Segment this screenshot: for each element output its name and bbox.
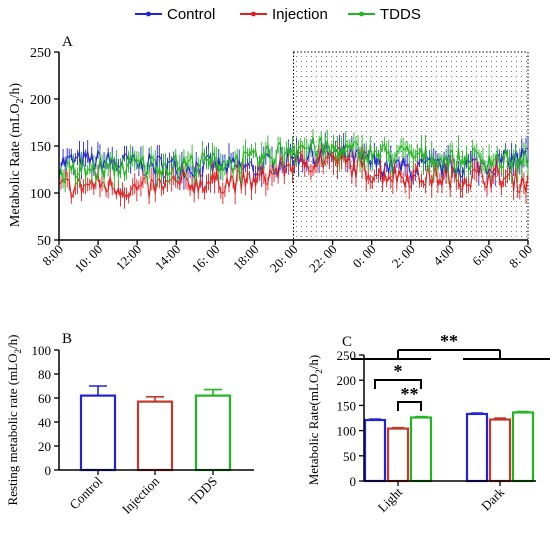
bar-tdds-dark	[511, 411, 535, 483]
y-tick-label: 50	[343, 449, 356, 464]
legend-injection-marker	[251, 11, 256, 17]
panel-a-series	[58, 128, 529, 209]
legend-item-tdds: TDDS	[348, 6, 421, 23]
panel-c-y-axis-label: Metabolic Rate(mLO2/h)	[306, 355, 324, 486]
bar-control-light	[363, 418, 387, 483]
x-tick-label: 8: 00	[506, 242, 535, 271]
significance-light-vs-dark: **	[440, 331, 458, 351]
x-tick-label: 22: 00	[306, 242, 340, 276]
bar-injection	[136, 400, 174, 472]
legend-control-marker	[146, 11, 151, 17]
panel-c-significance: *****	[351, 331, 550, 411]
significance-injection-vs-tdds: **	[401, 384, 419, 404]
y-tick-label: 0	[45, 463, 52, 478]
panel-a-letter: A	[62, 34, 73, 50]
legend-tdds-marker	[359, 11, 364, 17]
panel-c-bars	[363, 410, 535, 483]
series-tdds-line	[58, 136, 529, 184]
x-tick-label: 6:00	[469, 242, 496, 269]
x-tick-label: 12:00	[113, 242, 145, 274]
bar-tdds-light	[409, 416, 433, 483]
bar-injection-light	[386, 427, 410, 483]
x-tick-label: 2: 00	[389, 242, 418, 271]
y-tick-label: 200	[337, 373, 357, 388]
x-tick-label: 14:00	[152, 242, 184, 274]
series-injection-line	[58, 150, 529, 200]
legend-control-label: Control	[167, 6, 215, 23]
panel-b-axes: 0 20 40 60 80 100 Control Injection TDDS	[32, 343, 254, 517]
legend-tdds-label: TDDS	[380, 6, 421, 23]
y-tick-label: 150	[30, 140, 51, 155]
x-tick-label: Injection	[119, 473, 163, 517]
x-tick-label: 0: 00	[350, 242, 379, 271]
x-tick-label: Control	[66, 473, 105, 512]
y-tick-label: 100	[30, 187, 51, 202]
y-tick-label: 150	[337, 398, 357, 413]
y-tick-label: 250	[337, 348, 357, 363]
legend-item-injection: Injection	[240, 6, 328, 23]
y-tick-label: 20	[38, 439, 51, 454]
legend-injection-label: Injection	[272, 6, 328, 23]
panel-b-letter: B	[62, 331, 72, 347]
panel-c-axes: 0 50 100 150 200 250 Light Dark	[337, 348, 536, 515]
panel-b-y-axis-label: Resting metabolic rate (mLO2/h)	[5, 335, 23, 506]
y-tick-label: 60	[38, 391, 51, 406]
y-tick-label: 250	[30, 46, 51, 61]
panel-b-bars	[79, 385, 232, 472]
x-tick-label: 20: 00	[267, 242, 301, 276]
bracket-control-vs-tdds	[374, 379, 422, 389]
y-tick-label: 100	[337, 424, 357, 439]
bar-injection-dark	[488, 418, 512, 483]
y-tick-label: 0	[350, 474, 357, 489]
x-tick-label: Light	[375, 484, 406, 515]
series-tdds	[58, 128, 529, 193]
x-tick-label: 4:00	[430, 242, 457, 269]
y-tick-label: 80	[38, 367, 51, 382]
significance-control-vs-tdds: *	[394, 361, 403, 381]
legend: Control Injection TDDS	[135, 6, 421, 23]
y-tick-label: 40	[38, 415, 51, 430]
bar-control-dark	[465, 412, 489, 483]
x-tick-label: 18:00	[230, 242, 262, 274]
bar-control	[79, 394, 117, 472]
x-tick-label: Dark	[478, 484, 507, 513]
x-tick-label: 10: 00	[71, 242, 105, 276]
x-tick-label: 16: 00	[189, 242, 223, 276]
y-tick-label: 100	[32, 343, 52, 358]
bar-tdds	[194, 394, 232, 472]
bracket-injection-vs-tdds	[397, 401, 422, 411]
panel-c-letter: C	[342, 334, 352, 350]
panel-b-bar-chart: B 0 20 40 60 80 100 Control Injection TDDS Resti…	[5, 331, 254, 517]
y-tick-label: 50	[37, 234, 51, 249]
legend-item-control: Control	[135, 6, 215, 23]
panel-a-y-axis-label: Metabolic Rate (mLO2/h)	[8, 83, 26, 228]
x-tick-label: TDDS	[186, 474, 221, 509]
y-tick-label: 200	[30, 93, 51, 108]
